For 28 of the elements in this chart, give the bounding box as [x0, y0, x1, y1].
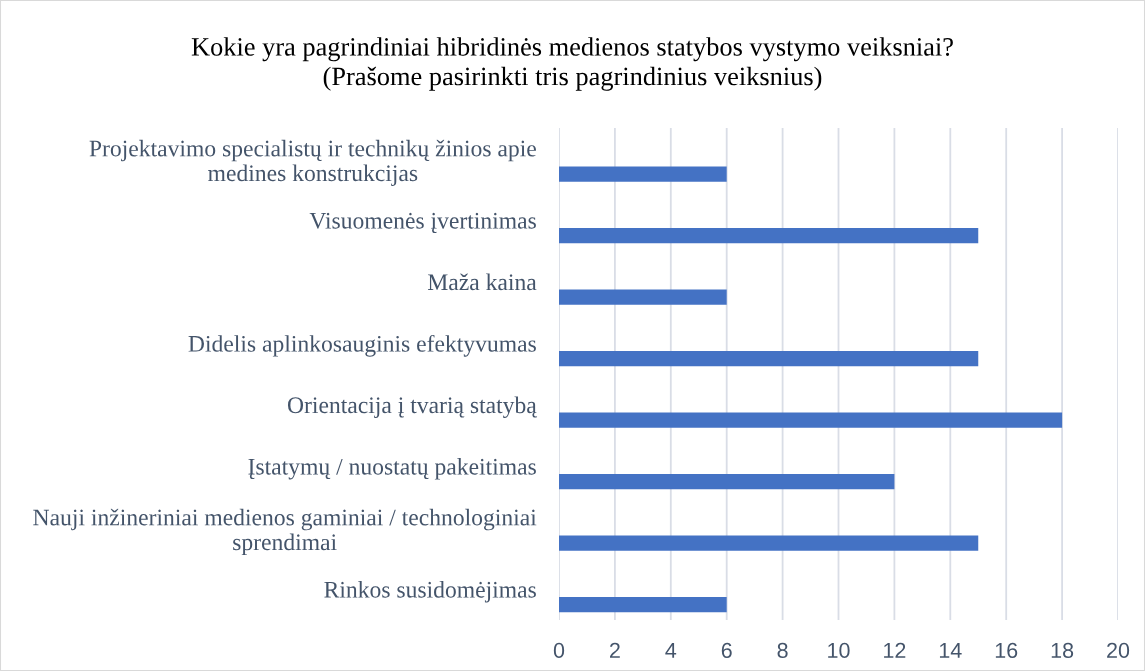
bar — [559, 412, 1063, 428]
x-tick-label: 18 — [1051, 642, 1074, 659]
bar — [559, 350, 979, 367]
y-tick-label: Visuomenės įvertinimas — [309, 212, 536, 234]
x-tick-label: 16 — [995, 642, 1018, 659]
bar — [559, 535, 979, 551]
x-tick-label: 12 — [884, 642, 906, 658]
y-tick-label: Nauji inžineriniai medienos gaminiai / technologiniai sprendimai — [33, 508, 537, 556]
x-tick-label: 0 — [553, 642, 565, 659]
x-tick-label: 4 — [665, 643, 677, 658]
x-tick-label: 10 — [828, 642, 850, 659]
x-tick-label: 2 — [610, 642, 620, 658]
y-tick-label: Rinkos susidomėjimas — [324, 581, 536, 603]
bar — [559, 289, 727, 305]
x-tick-label: 14 — [939, 643, 962, 658]
y-tick-label: Didelis aplinkosauginis efektyvumas — [188, 334, 536, 357]
x-tick-label: 6 — [721, 642, 732, 659]
bar — [559, 473, 895, 490]
bar — [559, 166, 727, 182]
y-tick-label: Maža kaina — [427, 273, 537, 291]
x-tick-label: 20 — [1107, 642, 1130, 659]
bar — [559, 596, 727, 613]
chart-title: Kokie yra pagrindiniai hibridinės medienos statybos vystymo veiksniai? (Prašome pasirinkti tris pagrindinius veiksnius) — [191, 37, 953, 91]
x-tick-label: 8 — [777, 642, 788, 659]
y-tick-label: Orientacija į tvarią statybą — [287, 396, 538, 419]
y-tick-label: Įstatymų / nuostatų pakeitimas — [248, 458, 536, 480]
y-tick-label: Projektavimo specialistų ir technikų žinios apie medines konstrukcijas — [89, 139, 536, 186]
bar — [559, 227, 979, 244]
